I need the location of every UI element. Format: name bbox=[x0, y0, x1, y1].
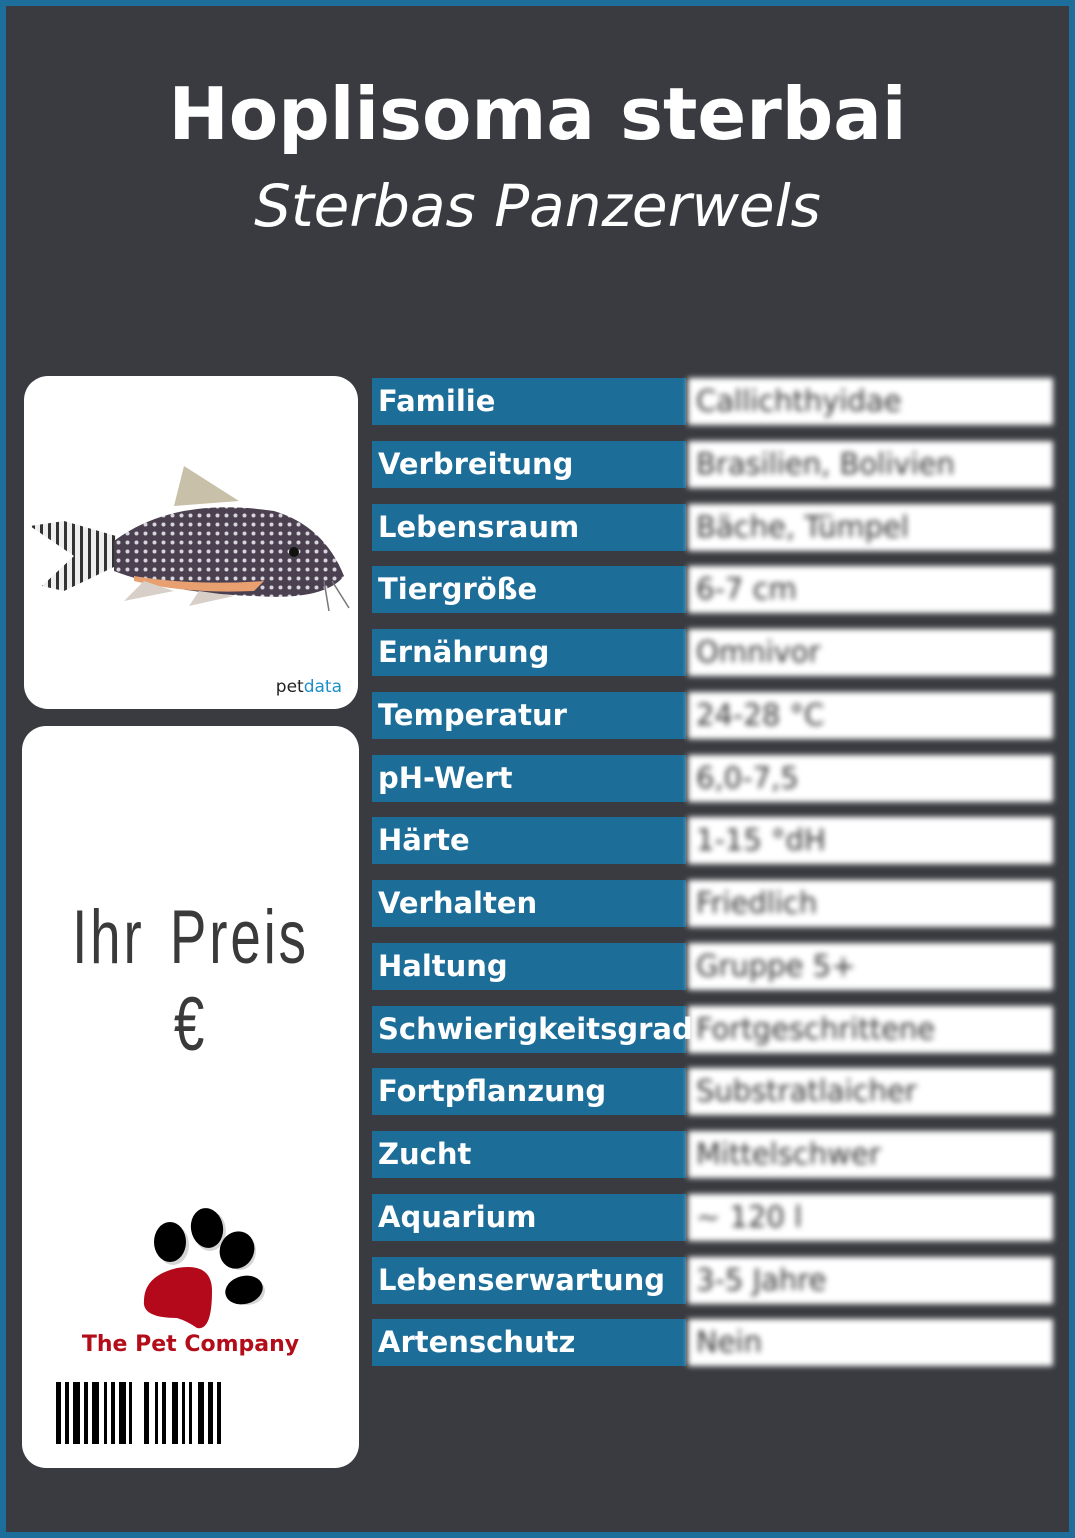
fact-value: 1-15 °dH bbox=[688, 817, 1053, 865]
barcode-bar bbox=[189, 1382, 192, 1444]
barcode-bar bbox=[84, 1382, 88, 1444]
barcode-bar bbox=[104, 1382, 107, 1444]
fact-row: Ernährung Omnivor bbox=[372, 629, 1053, 676]
fact-label: Verhalten bbox=[372, 880, 686, 927]
fact-label: Verbreitung bbox=[372, 440, 686, 488]
fact-row: Lebensraum Bäche, Tümpel bbox=[372, 503, 1053, 551]
fact-value: Callichthyidae bbox=[688, 378, 1053, 425]
fact-label: Zucht bbox=[372, 1131, 686, 1178]
fact-value: Nein bbox=[688, 1319, 1053, 1367]
fact-label: Haltung bbox=[372, 942, 686, 990]
fact-row: Härte 1-15 °dH bbox=[372, 817, 1053, 865]
fact-label: Aquarium bbox=[372, 1193, 686, 1241]
fact-value: Bäche, Tümpel bbox=[688, 503, 1053, 551]
fact-row: Temperatur 24-28 °C bbox=[372, 691, 1053, 739]
fact-row: Tiergröße 6-7 cm bbox=[372, 566, 1053, 614]
barcode bbox=[56, 1382, 332, 1444]
fish-image-card: petdata bbox=[24, 376, 358, 709]
fact-value: 24-28 °C bbox=[688, 691, 1053, 739]
fact-value: Substratlaicher bbox=[688, 1068, 1053, 1116]
fact-value: 6-7 cm bbox=[688, 566, 1053, 614]
barcode-bar bbox=[198, 1382, 204, 1444]
fact-row: Zucht Mittelschwer bbox=[372, 1131, 1053, 1178]
fact-label: pH-Wert bbox=[372, 754, 686, 802]
fact-row: Haltung Gruppe 5+ bbox=[372, 942, 1053, 990]
barcode-bar bbox=[208, 1382, 213, 1444]
brand-name: The Pet Company bbox=[81, 1332, 300, 1357]
fact-label: Ernährung bbox=[372, 629, 686, 676]
paw-logo-icon bbox=[143, 1208, 265, 1329]
fact-label: Tiergröße bbox=[372, 566, 686, 614]
fact-value: Brasilien, Bolivien bbox=[688, 440, 1053, 488]
fact-value: 3-5 Jahre bbox=[688, 1256, 1053, 1304]
petdata-watermark: petdata bbox=[275, 677, 342, 697]
fact-label: Härte bbox=[372, 817, 686, 865]
fact-value: 6,0-7,5 bbox=[688, 754, 1053, 802]
fact-label: Fortpflanzung bbox=[372, 1068, 686, 1116]
fact-value: Friedlich bbox=[688, 880, 1053, 927]
fact-label: Lebenserwartung bbox=[372, 1256, 686, 1304]
fact-row: Lebenserwartung 3-5 Jahre bbox=[372, 1256, 1053, 1304]
barcode-bar bbox=[144, 1382, 149, 1444]
fact-label: Schwierigkeitsgrad bbox=[372, 1005, 693, 1053]
barcode-bar bbox=[172, 1382, 178, 1444]
fact-row: Schwierigkeitsgrad Fortgeschrittene bbox=[372, 1005, 1053, 1053]
fact-label: Lebensraum bbox=[372, 503, 686, 551]
fact-value: Mittelschwer bbox=[688, 1131, 1053, 1178]
fact-value: Omnivor bbox=[688, 629, 1053, 676]
barcode-bar bbox=[92, 1382, 99, 1444]
fact-row: pH-Wert 6,0-7,5 bbox=[372, 754, 1053, 802]
fact-value: Gruppe 5+ bbox=[688, 942, 1053, 990]
page-subtitle: Sterbas Panzerwels bbox=[254, 172, 821, 240]
fact-value: ~ 120 l bbox=[688, 1193, 1053, 1241]
barcode-bar bbox=[119, 1382, 126, 1444]
fish-image bbox=[30, 466, 350, 612]
barcode-bar bbox=[155, 1382, 158, 1444]
price-label: Ihr Preis € bbox=[72, 895, 309, 1067]
fact-row: Fortpflanzung Substratlaicher bbox=[372, 1068, 1053, 1116]
fact-row: Familie Callichthyidae bbox=[372, 378, 1053, 425]
barcode-bar bbox=[111, 1382, 115, 1444]
fact-row: Aquarium ~ 120 l bbox=[372, 1193, 1053, 1241]
barcode-bar bbox=[182, 1382, 185, 1444]
barcode-bar bbox=[129, 1382, 132, 1444]
fact-row: Artenschutz Nein bbox=[372, 1319, 1053, 1367]
barcode-bar bbox=[65, 1382, 69, 1444]
price-card: Ihr Preis € The Pet Company bbox=[22, 726, 359, 1468]
barcode-bar bbox=[56, 1382, 61, 1444]
fact-label: Artenschutz bbox=[372, 1319, 686, 1367]
barcode-bar bbox=[162, 1382, 166, 1444]
barcode-bar bbox=[73, 1382, 80, 1444]
page-title: Hoplisoma sterbai bbox=[168, 72, 907, 156]
fact-row: Verbreitung Brasilien, Bolivien bbox=[372, 440, 1053, 488]
fact-label: Familie bbox=[372, 378, 686, 425]
fact-label: Temperatur bbox=[372, 691, 686, 739]
barcode-bar bbox=[217, 1382, 221, 1444]
fact-row: Verhalten Friedlich bbox=[372, 880, 1053, 927]
fact-value: Fortgeschrittene bbox=[688, 1005, 1053, 1053]
